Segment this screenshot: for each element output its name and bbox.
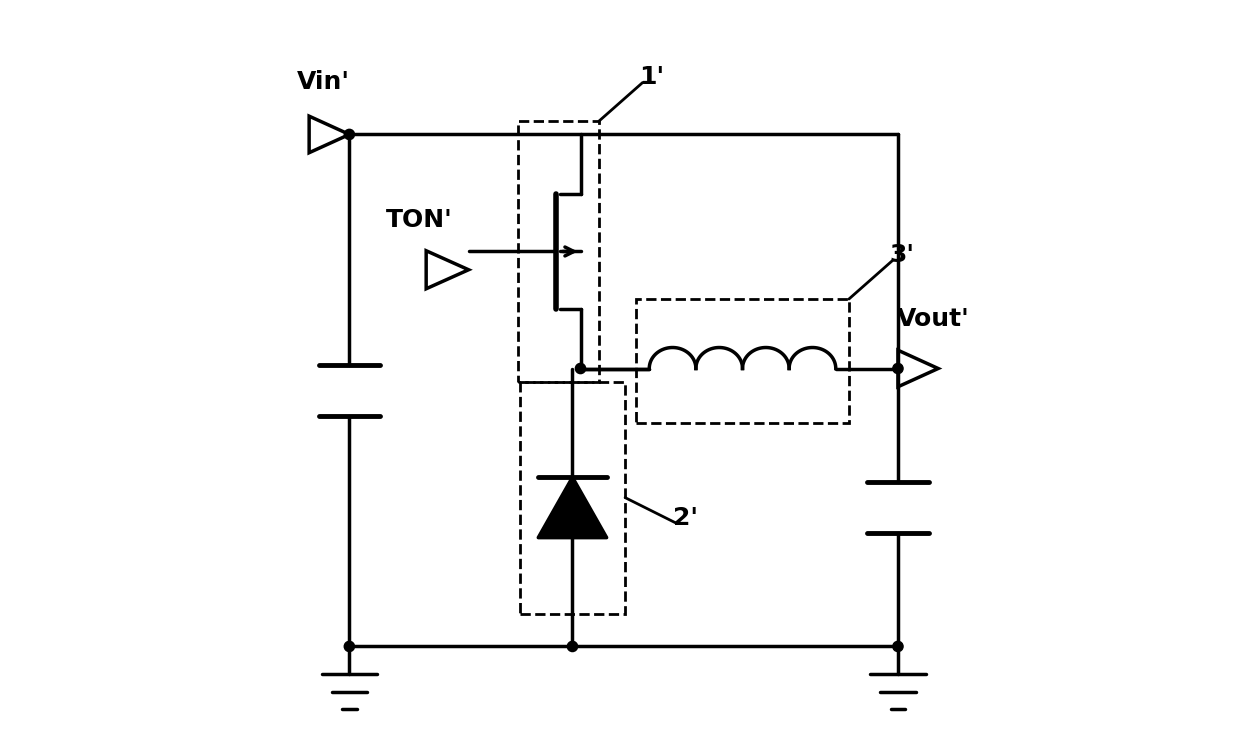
Text: Vout': Vout'	[897, 307, 970, 331]
Circle shape	[345, 129, 355, 139]
Circle shape	[893, 641, 903, 652]
Polygon shape	[538, 478, 606, 538]
Text: 3': 3'	[890, 243, 915, 267]
Circle shape	[568, 641, 578, 652]
Bar	[636, 299, 849, 423]
Circle shape	[575, 363, 585, 374]
Circle shape	[893, 363, 903, 374]
Text: 1': 1'	[640, 66, 665, 89]
Bar	[518, 122, 599, 382]
Text: Vin': Vin'	[298, 70, 350, 94]
Text: TON': TON'	[386, 208, 453, 232]
Bar	[520, 382, 625, 613]
Text: 2': 2'	[673, 506, 698, 530]
Circle shape	[345, 641, 355, 652]
